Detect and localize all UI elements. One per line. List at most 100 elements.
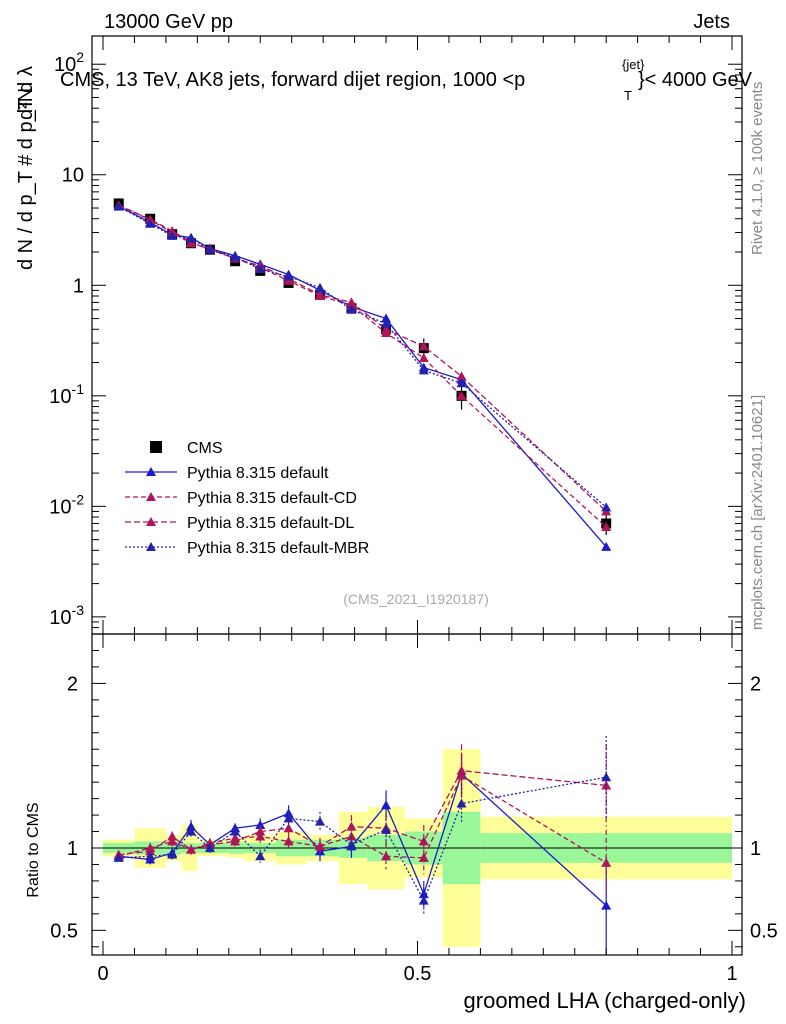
title-sup: {jet} (622, 57, 645, 72)
main-point-dl (315, 289, 326, 299)
ratio-point-dl (167, 831, 178, 841)
main-point-dl (418, 341, 429, 351)
main-point-mbr (230, 252, 241, 262)
legend-label: Pythia 8.315 default (187, 465, 329, 482)
process-label: Jets (693, 11, 730, 33)
y-tick-label-ratio-right: 0.5 (750, 920, 778, 942)
ratio-point-dl (456, 765, 467, 775)
main-point-mbr (381, 318, 392, 328)
y-tick-label-main: 102 (54, 49, 84, 76)
ratio-point-dl (230, 836, 241, 846)
ratio-point-dl (255, 826, 266, 836)
ratio-point-mbr (456, 798, 467, 808)
legend-marker-triangle (146, 492, 156, 501)
x-tick-label: 0 (97, 963, 108, 985)
main-point-default (601, 541, 612, 551)
ratio-point-mbr (418, 895, 429, 905)
y-axis-label-ratio: Ratio to CMS (25, 802, 42, 897)
main-point-mbr (315, 282, 326, 292)
main-point-dl (167, 225, 178, 235)
ratio-point-default (186, 821, 197, 831)
legend-label: CMS (187, 440, 223, 457)
main-series (113, 198, 612, 551)
ratio-point-cd (601, 857, 612, 867)
ratio-point-dl (283, 823, 294, 833)
analysis-id: (CMS_2021_I1920187) (343, 591, 489, 607)
main-point-mbr (186, 233, 197, 243)
plot-title: CMS, 13 TeV, AK8 jets, forward dijet reg… (60, 57, 753, 103)
ratio-point-dl (346, 821, 357, 831)
ratio-point-mbr (113, 852, 124, 862)
main-point-mbr (145, 218, 156, 228)
y-tick-label-main: 10-2 (49, 491, 84, 518)
y-tick-label-main: 1 (73, 275, 84, 297)
legend-entry: CMS (150, 440, 223, 457)
ratio-point-dl (145, 846, 156, 856)
legend-entry: Pythia 8.315 default-DL (125, 515, 354, 532)
main-point-mbr (167, 230, 178, 240)
main-point-mbr (346, 304, 357, 314)
ratio-point-mbr (381, 824, 392, 834)
ratio-point-default (381, 800, 392, 810)
ratio-point-mbr (204, 843, 215, 852)
title-sub: T (624, 88, 632, 103)
legend-marker-triangle (146, 517, 156, 526)
ratio-point-mbr (167, 849, 178, 859)
title-main: CMS, 13 TeV, AK8 jets, forward dijet reg… (60, 69, 525, 91)
y-tick-label-main: 10-1 (49, 381, 84, 408)
legend: CMS Pythia 8.315 default Pythia 8.315 defa… (125, 440, 369, 557)
main-point-mbr (418, 365, 429, 375)
y-tick-label-main: 10-3 (49, 602, 84, 629)
ratio-point-mbr (601, 772, 612, 782)
ratio-point-mbr (230, 826, 241, 836)
main-point-mbr (601, 502, 612, 512)
y-tick-label-ratio-right: 1 (750, 838, 761, 860)
legend-marker-square (150, 441, 162, 453)
y-tick-label-ratio: 1 (67, 838, 78, 860)
main-point-mbr (204, 244, 215, 254)
ratio-point-mbr (283, 813, 294, 823)
title-end: }< 4000 GeV (638, 69, 753, 91)
main-point-dl (456, 371, 467, 381)
mcplots-label: mcplots.cern.ch [arXiv:2401.10621] (749, 395, 766, 630)
main-point-dl (346, 297, 357, 307)
rivet-label: Rivet 4.1.0, ≥ 100k events (749, 82, 766, 255)
legend-entry: Pythia 8.315 default-MBR (125, 540, 369, 557)
y-axis-label-main: d N / d p_T # d p_T d λ d²N (15, 66, 37, 270)
legend-label: Pythia 8.315 default-MBR (187, 540, 369, 557)
x-tick-label: 1 (726, 963, 737, 985)
x-tick-label: 0.5 (404, 963, 432, 985)
ratio-point-default (283, 808, 294, 818)
ratio-line-default (118, 772, 607, 907)
axes: 0 0.5 1 10-3 10-2 10-1 1 10 102 0.5 0.5 1 1 2 2 (49, 35, 778, 985)
y-tick-label-main: 10 (62, 165, 84, 187)
main-point-mbr (283, 271, 294, 281)
legend-marker-triangle (146, 467, 156, 476)
ratio-point-cd (283, 836, 294, 846)
main-point-default (381, 313, 392, 323)
ratio-point-default (601, 900, 612, 910)
main-line-cd (118, 204, 607, 528)
legend-label: Pythia 8.315 default-DL (187, 515, 354, 532)
ratio-point-mbr (145, 851, 156, 861)
ratio-line-mbr (118, 776, 607, 903)
main-line-mbr (118, 206, 607, 508)
legend-entry: Pythia 8.315 default-CD (125, 490, 357, 507)
ratio-point-mbr (315, 816, 326, 826)
main-point-mbr (113, 201, 124, 211)
ratio-point-dl (315, 841, 326, 851)
ratio-point-dl (186, 844, 197, 854)
x-axis-label: groomed LHA (charged-only) (464, 988, 746, 1013)
energy-label: 13000 GeV pp (104, 11, 233, 33)
legend-label: Pythia 8.315 default-CD (187, 490, 357, 507)
ratio-point-cd (381, 851, 392, 861)
ratio-point-mbr (186, 826, 197, 836)
ratio-line-dl (118, 769, 607, 856)
main-point-cd (456, 390, 467, 400)
y-tick-label-ratio: 0.5 (50, 920, 78, 942)
legend-marker-triangle (146, 542, 156, 551)
main-point-cd (601, 522, 612, 532)
y-axis-label-numerator: d²N (15, 88, 37, 120)
ratio-point-mbr (346, 839, 357, 849)
